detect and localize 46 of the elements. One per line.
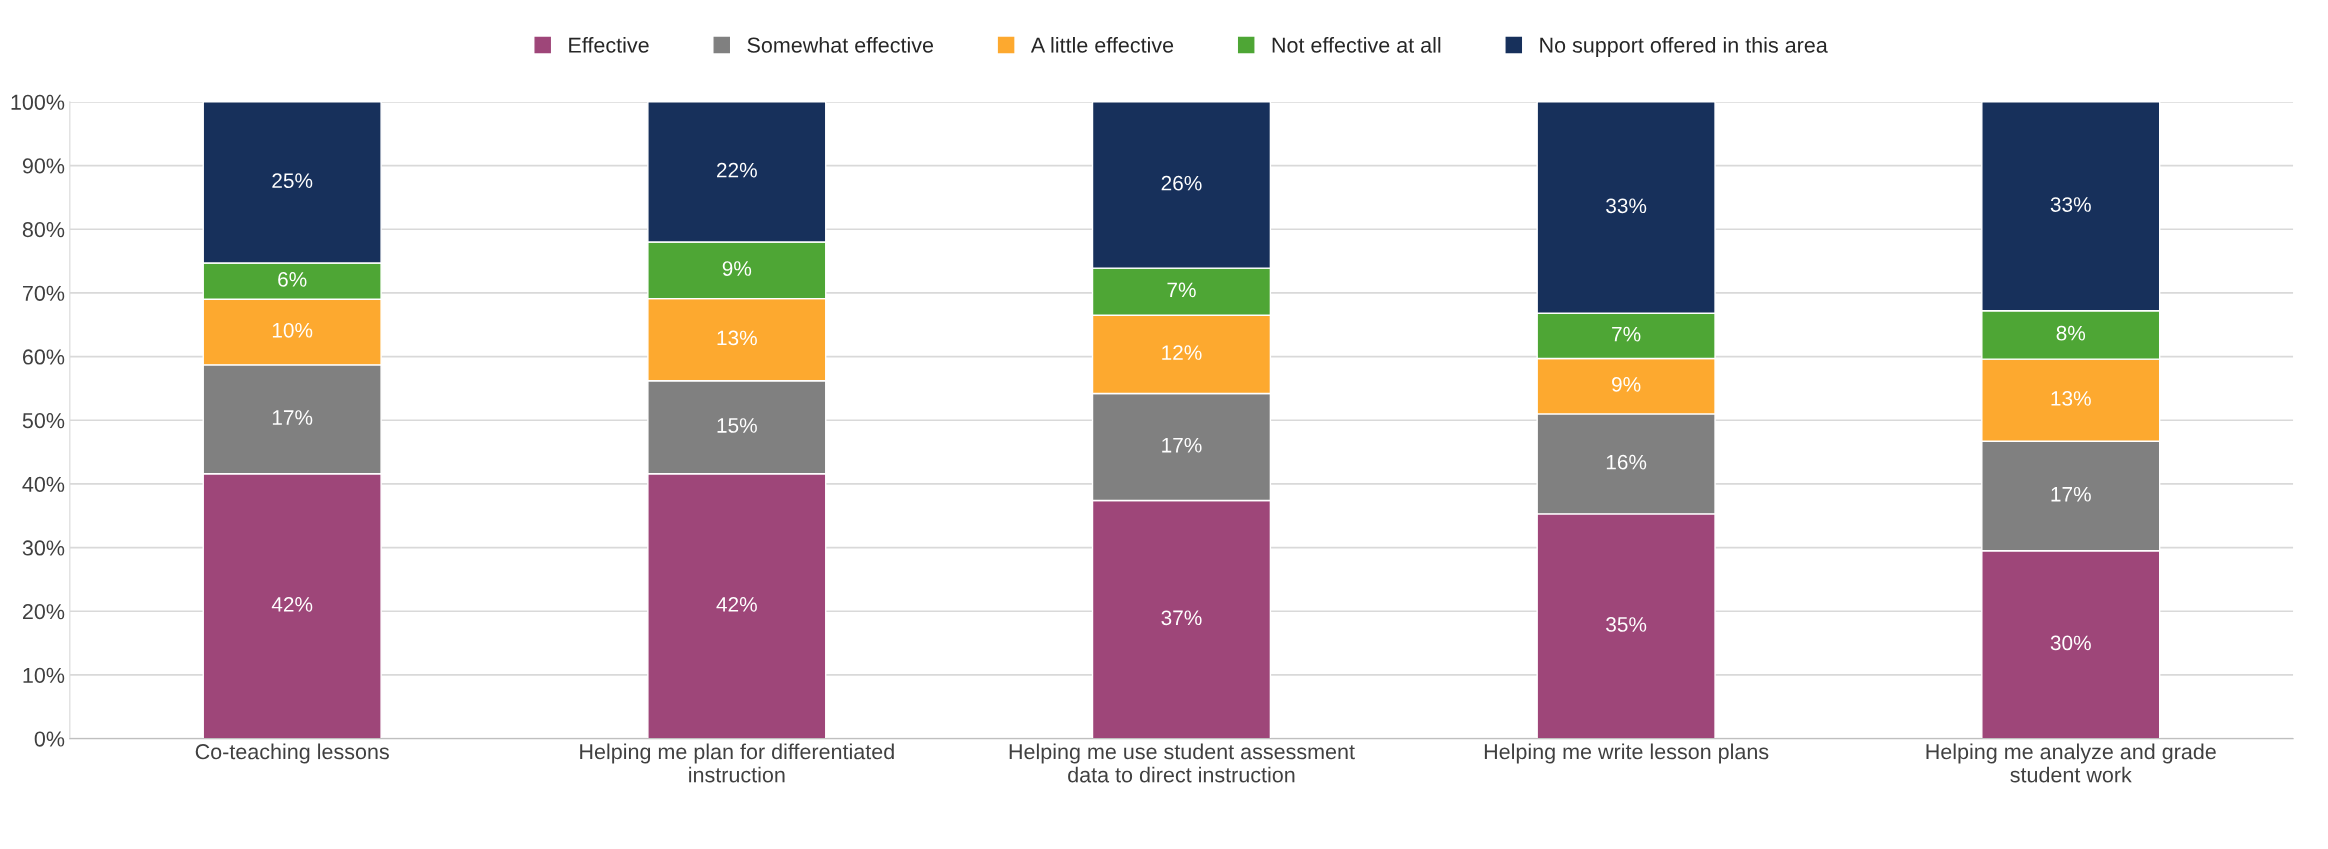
data-label: 33% xyxy=(2050,197,2091,212)
legend-label: Effective xyxy=(569,36,649,53)
data-label: 35% xyxy=(1606,617,1647,632)
y-tick-label: 10% xyxy=(23,667,65,683)
y-tick-label: 50% xyxy=(22,413,65,429)
x-tick-label: Helping me analyze and grade student work xyxy=(1926,743,2216,783)
data-label: 16% xyxy=(1606,454,1647,470)
data-label: 42% xyxy=(716,597,757,612)
legend-label: No support offered in this area xyxy=(1540,36,1828,58)
legend-label: A little effective xyxy=(1030,36,1174,53)
data-label: 13% xyxy=(717,330,757,346)
data-label: 7% xyxy=(1167,282,1196,298)
y-tick-label: 70% xyxy=(23,285,65,301)
data-label: 17% xyxy=(272,410,313,425)
y-tick-label: 60% xyxy=(22,349,65,365)
data-label: 13% xyxy=(2051,391,2091,406)
y-tick-label: 0% xyxy=(34,731,65,747)
y-tick-label: 30% xyxy=(22,540,65,556)
data-label: 17% xyxy=(1162,437,1202,453)
data-label: 37% xyxy=(1161,610,1202,626)
data-label: 22% xyxy=(717,162,757,178)
data-label: 12% xyxy=(1162,345,1202,360)
legend-label: Somewhat effective xyxy=(747,36,934,53)
data-label: 30% xyxy=(2050,635,2091,651)
y-tick-label: 80% xyxy=(22,222,65,238)
x-tick-label: Co-teaching lessons xyxy=(195,743,389,764)
y-tick-label: 40% xyxy=(22,476,65,492)
x-tick-label: Helping me write lesson plans xyxy=(1484,743,1769,764)
data-label: 8% xyxy=(2056,325,2086,341)
y-tick-label: 100% xyxy=(11,94,65,110)
data-label: 9% xyxy=(1612,377,1641,392)
data-label: 17% xyxy=(2051,486,2091,502)
data-label: 15% xyxy=(717,418,757,433)
y-tick-label: 90% xyxy=(22,158,65,174)
x-tick-label: Helping me plan for differentiated instruction xyxy=(580,743,894,783)
data-label: 26% xyxy=(1161,175,1202,191)
data-label: 7% xyxy=(1612,326,1641,342)
data-label: 9% xyxy=(722,261,752,276)
data-label: 10% xyxy=(272,322,313,338)
data-label: 33% xyxy=(1606,198,1647,214)
x-tick-label: Helping me use student assessment data to direct instruction xyxy=(1009,743,1355,783)
data-label: 25% xyxy=(272,173,313,189)
y-tick-label: 20% xyxy=(22,604,65,620)
data-label: 42% xyxy=(271,597,313,612)
data-label: 6% xyxy=(278,271,307,287)
legend-label: Not effective at all xyxy=(1272,36,1441,53)
